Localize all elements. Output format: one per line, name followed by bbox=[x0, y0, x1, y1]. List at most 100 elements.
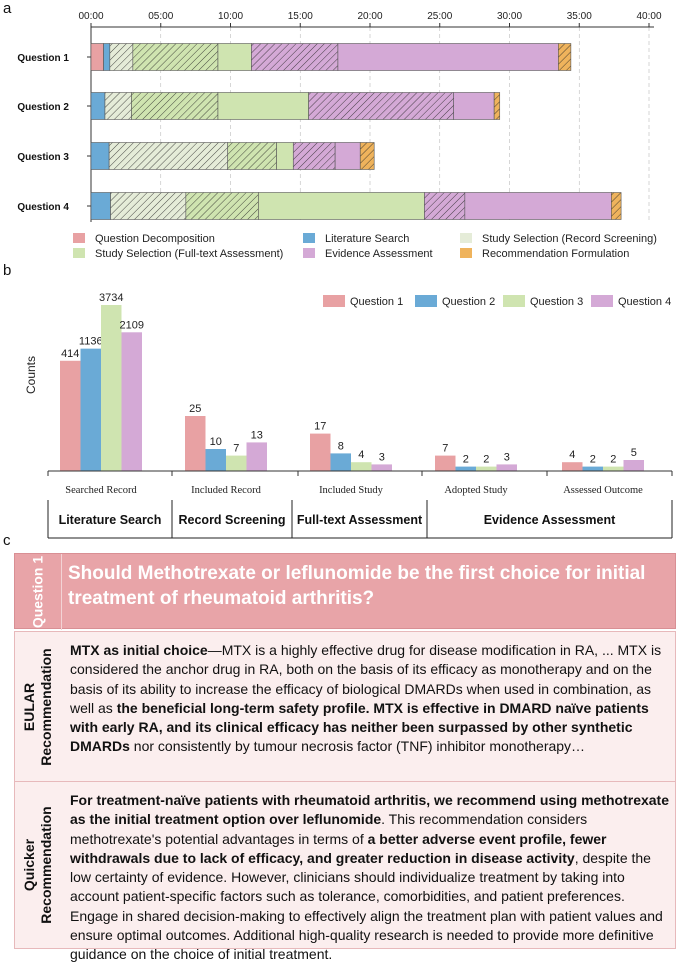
x-tick-label: 40:00 bbox=[636, 11, 661, 22]
bar-segment bbox=[90, 92, 106, 120]
category-label: Included Study bbox=[319, 485, 384, 496]
bar bbox=[226, 455, 247, 471]
category-label: Adopted Study bbox=[444, 485, 508, 496]
legend-swatch bbox=[460, 248, 472, 258]
x-tick-label: 20:00 bbox=[357, 11, 382, 22]
legend-label: Study Selection (Full-text Assessment) bbox=[95, 248, 283, 260]
bar-segment bbox=[334, 142, 361, 170]
legend-label: Recommendation Formulation bbox=[482, 248, 629, 260]
y-axis-label: Counts bbox=[24, 356, 38, 394]
bar-segment bbox=[359, 142, 375, 170]
bar bbox=[371, 464, 392, 471]
bar-segment bbox=[110, 192, 187, 220]
category-label: Question 1 bbox=[17, 53, 69, 64]
quicker-text: For treatment-naïve patients with rheuma… bbox=[70, 792, 670, 963]
bar-segment bbox=[108, 142, 229, 170]
counts-chart: Question 1 Question 2 Question 3 Question 4… bbox=[24, 292, 673, 539]
bar-segment bbox=[292, 142, 336, 170]
bar-segment bbox=[337, 43, 559, 71]
bar bbox=[351, 462, 372, 471]
bar-segment bbox=[308, 92, 454, 120]
phase-label: Full-text Assessment bbox=[297, 513, 423, 527]
bar bbox=[205, 449, 226, 471]
bar-segment bbox=[90, 142, 110, 170]
bar bbox=[121, 332, 142, 471]
data-label: 414 bbox=[61, 348, 79, 360]
category-label: Assessed Outcome bbox=[563, 485, 643, 496]
bar-segment bbox=[131, 92, 219, 120]
phase-label: Record Screening bbox=[179, 513, 286, 527]
legend-swatch bbox=[591, 295, 613, 307]
data-label: 3 bbox=[379, 451, 385, 463]
x-tick-label: 30:00 bbox=[497, 11, 522, 22]
bar bbox=[246, 442, 267, 471]
question-text: Should Methotrexate or leflunomide be th… bbox=[68, 563, 646, 609]
data-label: 2 bbox=[590, 454, 596, 466]
eular-text: MTX as initial choice—MTX is a highly ef… bbox=[70, 642, 662, 755]
category-label: Question 3 bbox=[17, 152, 69, 163]
bar bbox=[496, 464, 517, 471]
data-label: 2 bbox=[483, 454, 489, 466]
bar bbox=[330, 453, 351, 471]
x-tick-label: 25:00 bbox=[427, 11, 452, 22]
bar bbox=[80, 348, 101, 471]
eular-recommendation: EULAR Recommendation MTX as initial choic… bbox=[14, 631, 676, 782]
data-label: 5 bbox=[631, 447, 637, 459]
timeline-chart: 00:00 05:00 10:00 15:00 20:00 25:00 30:00 35:00… bbox=[17, 11, 662, 260]
bar bbox=[623, 460, 644, 471]
bar bbox=[185, 416, 206, 471]
data-label: 7 bbox=[233, 443, 239, 455]
legend-swatch bbox=[503, 295, 525, 307]
phase-label: Evidence Assessment bbox=[484, 513, 616, 527]
data-label: 2 bbox=[463, 454, 469, 466]
bar bbox=[60, 360, 81, 471]
legend-label: Question Decomposition bbox=[95, 233, 215, 245]
question-label: Question 1 bbox=[29, 555, 46, 629]
bar-segment bbox=[227, 142, 277, 170]
bar bbox=[562, 462, 583, 471]
bar-segment bbox=[90, 192, 111, 220]
legend-swatch bbox=[303, 248, 315, 258]
x-tick-label: 15:00 bbox=[288, 11, 313, 22]
panel-label-a: a bbox=[3, 0, 12, 17]
bar-segment bbox=[217, 43, 252, 71]
bar bbox=[101, 305, 122, 471]
x-tick-label: 10:00 bbox=[218, 11, 243, 22]
legend-label: Question 2 bbox=[442, 296, 495, 308]
bar-segment bbox=[90, 43, 104, 71]
legend-swatch bbox=[323, 295, 345, 307]
bar-segment bbox=[558, 43, 572, 71]
legend-label: Literature Search bbox=[325, 233, 409, 245]
bar-segment bbox=[453, 92, 495, 120]
data-label: 3734 bbox=[99, 292, 123, 304]
data-label: 17 bbox=[314, 421, 326, 433]
bar bbox=[310, 433, 331, 471]
data-label: 4 bbox=[569, 449, 575, 461]
data-label: 4 bbox=[358, 449, 364, 461]
category-label: Searched Record bbox=[65, 485, 137, 496]
bar-segment bbox=[251, 43, 339, 71]
data-label: 10 bbox=[210, 436, 222, 448]
recommendation-panel: Question 1 Should Methotrexate or leflun… bbox=[14, 553, 676, 962]
quicker-recommendation: Quicker Recommendation For treatment-naïv… bbox=[14, 781, 676, 962]
bar bbox=[603, 466, 624, 471]
legend-label: Evidence Assessment bbox=[325, 248, 433, 260]
bar-segment bbox=[103, 43, 111, 71]
bar-segment bbox=[493, 92, 501, 120]
data-label: 13 bbox=[251, 429, 263, 441]
bar-segment bbox=[185, 192, 259, 220]
panel-label-c: c bbox=[3, 532, 11, 549]
legend-swatch bbox=[415, 295, 437, 307]
x-tick-label: 05:00 bbox=[148, 11, 173, 22]
bar bbox=[435, 455, 456, 471]
x-tick-label: 35:00 bbox=[567, 11, 592, 22]
legend-label: Question 1 bbox=[350, 296, 403, 308]
category-label: Question 4 bbox=[17, 202, 69, 213]
bar-segment bbox=[464, 192, 612, 220]
data-label: 2 bbox=[610, 454, 616, 466]
data-label: 7 bbox=[442, 443, 448, 455]
legend-swatch bbox=[303, 233, 315, 243]
bar bbox=[582, 466, 603, 471]
legend-swatch bbox=[73, 233, 85, 243]
bar bbox=[476, 466, 497, 471]
